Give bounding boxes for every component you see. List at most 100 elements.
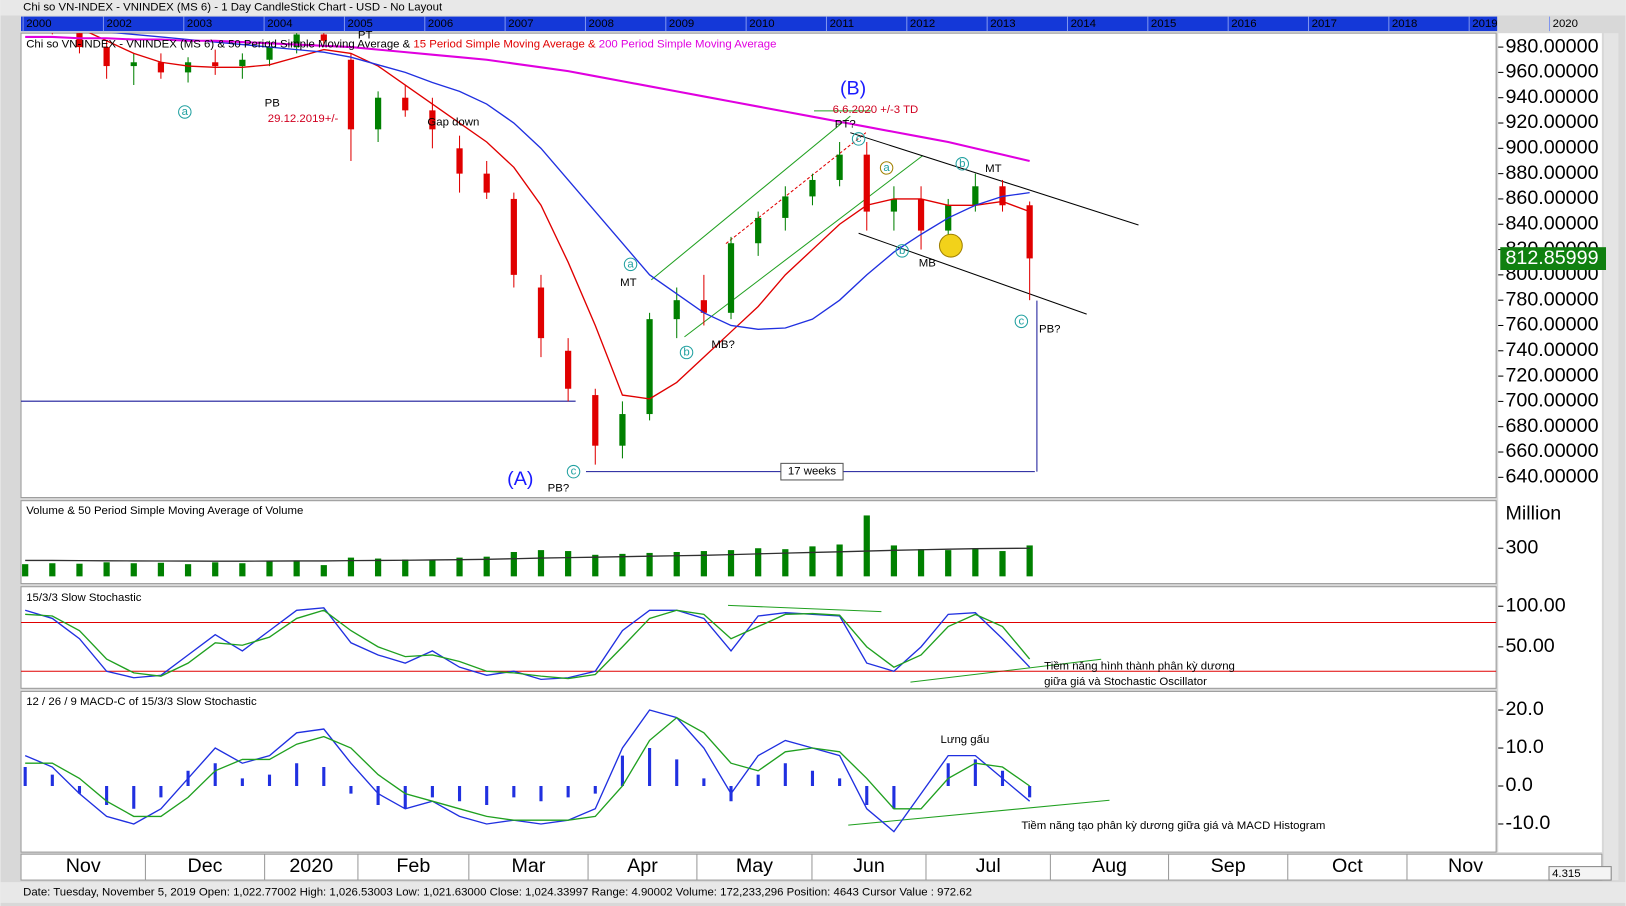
volume-bar	[510, 551, 517, 577]
year-label: 2007	[508, 18, 533, 30]
volume-bar	[130, 563, 137, 577]
y-tick-label: 860.00000	[1505, 187, 1598, 209]
volume-bar	[483, 556, 490, 577]
year-label: 2005	[348, 18, 373, 30]
y-tick-label: 720.00000	[1505, 364, 1598, 386]
year-label: 2018	[1392, 18, 1417, 30]
candle-body	[592, 395, 599, 446]
volume-bar	[22, 564, 29, 577]
volume-bar	[429, 560, 436, 577]
volume-bar	[184, 564, 192, 577]
y-tick-label: 10.0	[1505, 736, 1543, 758]
mid-line	[725, 132, 867, 245]
candle-body	[917, 198, 925, 231]
candle-body	[1026, 205, 1033, 259]
month-label: Nov	[66, 855, 101, 877]
volume-bar	[49, 563, 56, 577]
volume-bar	[374, 558, 382, 577]
volume-bar	[239, 563, 246, 577]
line-series	[24, 709, 1031, 833]
volume-bar	[809, 546, 816, 577]
year-label: 2009	[669, 18, 694, 30]
window-title: Chi so VN-INDEX - VNINDEX (MS 6) - 1 Day…	[23, 1, 443, 13]
year-label: 2016	[1231, 18, 1256, 30]
price-legend: Chi so VN-INDEX - VNINDEX (MS 6) & 50 Pe…	[26, 39, 776, 51]
label-box	[780, 462, 844, 481]
month-label: Dec	[188, 855, 223, 877]
line-series	[88, 33, 1030, 400]
candle-body	[782, 196, 789, 218]
wave-label: c	[571, 466, 577, 478]
month-label: Sep	[1211, 855, 1246, 877]
annotation: (A)	[507, 468, 533, 490]
line-series	[25, 716, 1031, 821]
volume-bar	[320, 565, 327, 577]
wave-circle	[1014, 314, 1029, 329]
zoom-box[interactable]	[1548, 866, 1612, 881]
volume-bar	[917, 549, 925, 577]
candle-body	[184, 62, 192, 73]
year-strip[interactable]	[21, 16, 1498, 32]
annotation: PB	[265, 98, 280, 110]
y-tick-label: 660.00000	[1505, 440, 1598, 462]
candle-body	[836, 154, 843, 180]
volume-bar	[619, 553, 626, 577]
divergence-line	[910, 658, 1102, 683]
year-label: 2000	[26, 18, 51, 30]
volume-bar	[945, 550, 952, 577]
volume-bar	[293, 560, 300, 577]
candle-body	[483, 173, 490, 193]
window-controls[interactable]	[1515, 1, 1620, 15]
annotation: MB	[919, 257, 936, 269]
candle-body	[619, 414, 626, 446]
wave-circle	[955, 157, 970, 171]
month-label: Nov	[1448, 855, 1483, 877]
candle-body	[374, 97, 382, 130]
annotation: MB?	[711, 339, 734, 351]
wave-label: a	[182, 106, 189, 118]
candle-body	[130, 62, 137, 67]
volume-bar	[592, 554, 599, 577]
panel-title: 12 / 26 / 9 MACD-C of 15/3/3 Slow Stocha…	[26, 696, 257, 708]
zoom-value: 4.315	[1552, 868, 1581, 880]
candle-body	[402, 97, 409, 111]
last-price: 812.85999	[1505, 247, 1598, 269]
wave-label: c	[856, 133, 862, 145]
legend-entry: Chi so VN-INDEX - VNINDEX (MS 6) & 50 Pe…	[26, 39, 410, 51]
candle-body	[157, 62, 165, 73]
year-label: 2012	[910, 18, 935, 30]
month-label: 2020	[289, 855, 333, 877]
month-label: Jun	[853, 855, 885, 877]
annotation: (B)	[840, 77, 866, 99]
y-tick-label: 680.00000	[1505, 415, 1598, 437]
scrollbar[interactable]	[1603, 33, 1619, 881]
wave-label: b	[899, 245, 905, 257]
y-tick-label: 300	[1505, 536, 1538, 558]
year-label: 2014	[1071, 18, 1096, 30]
volume-bar	[646, 552, 653, 577]
wave-label: a	[627, 258, 634, 270]
annotation: MT	[985, 163, 1001, 175]
annotation: PB?	[548, 482, 570, 494]
annotation: giữa giá và Stochastic Oscillator	[1044, 676, 1207, 688]
candle-body	[890, 198, 898, 212]
annotation: 6.6.2020 +/-3 TD	[833, 104, 919, 116]
month-label: Oct	[1332, 855, 1363, 877]
annotation: Tiềm năng tạo phân kỳ dương giữa giá và …	[1021, 820, 1325, 832]
line-series	[25, 35, 1030, 162]
wave-circle	[679, 345, 694, 360]
wave-label: c	[1019, 315, 1025, 327]
wave-circle	[895, 244, 909, 258]
volume-bar	[999, 551, 1006, 577]
y-tick-label: 780.00000	[1505, 288, 1598, 310]
candle-body	[103, 47, 110, 67]
wave-label: b	[959, 158, 965, 170]
y-tick-label: 740.00000	[1505, 339, 1598, 361]
candle-body	[456, 148, 463, 174]
year-label: 2008	[589, 18, 614, 30]
annotation: PB?	[1039, 324, 1061, 336]
year-label: 2020	[1553, 18, 1578, 30]
y-tick-label: 640.00000	[1505, 466, 1598, 488]
value-axis	[1498, 33, 1602, 853]
month-label: Feb	[396, 855, 430, 877]
